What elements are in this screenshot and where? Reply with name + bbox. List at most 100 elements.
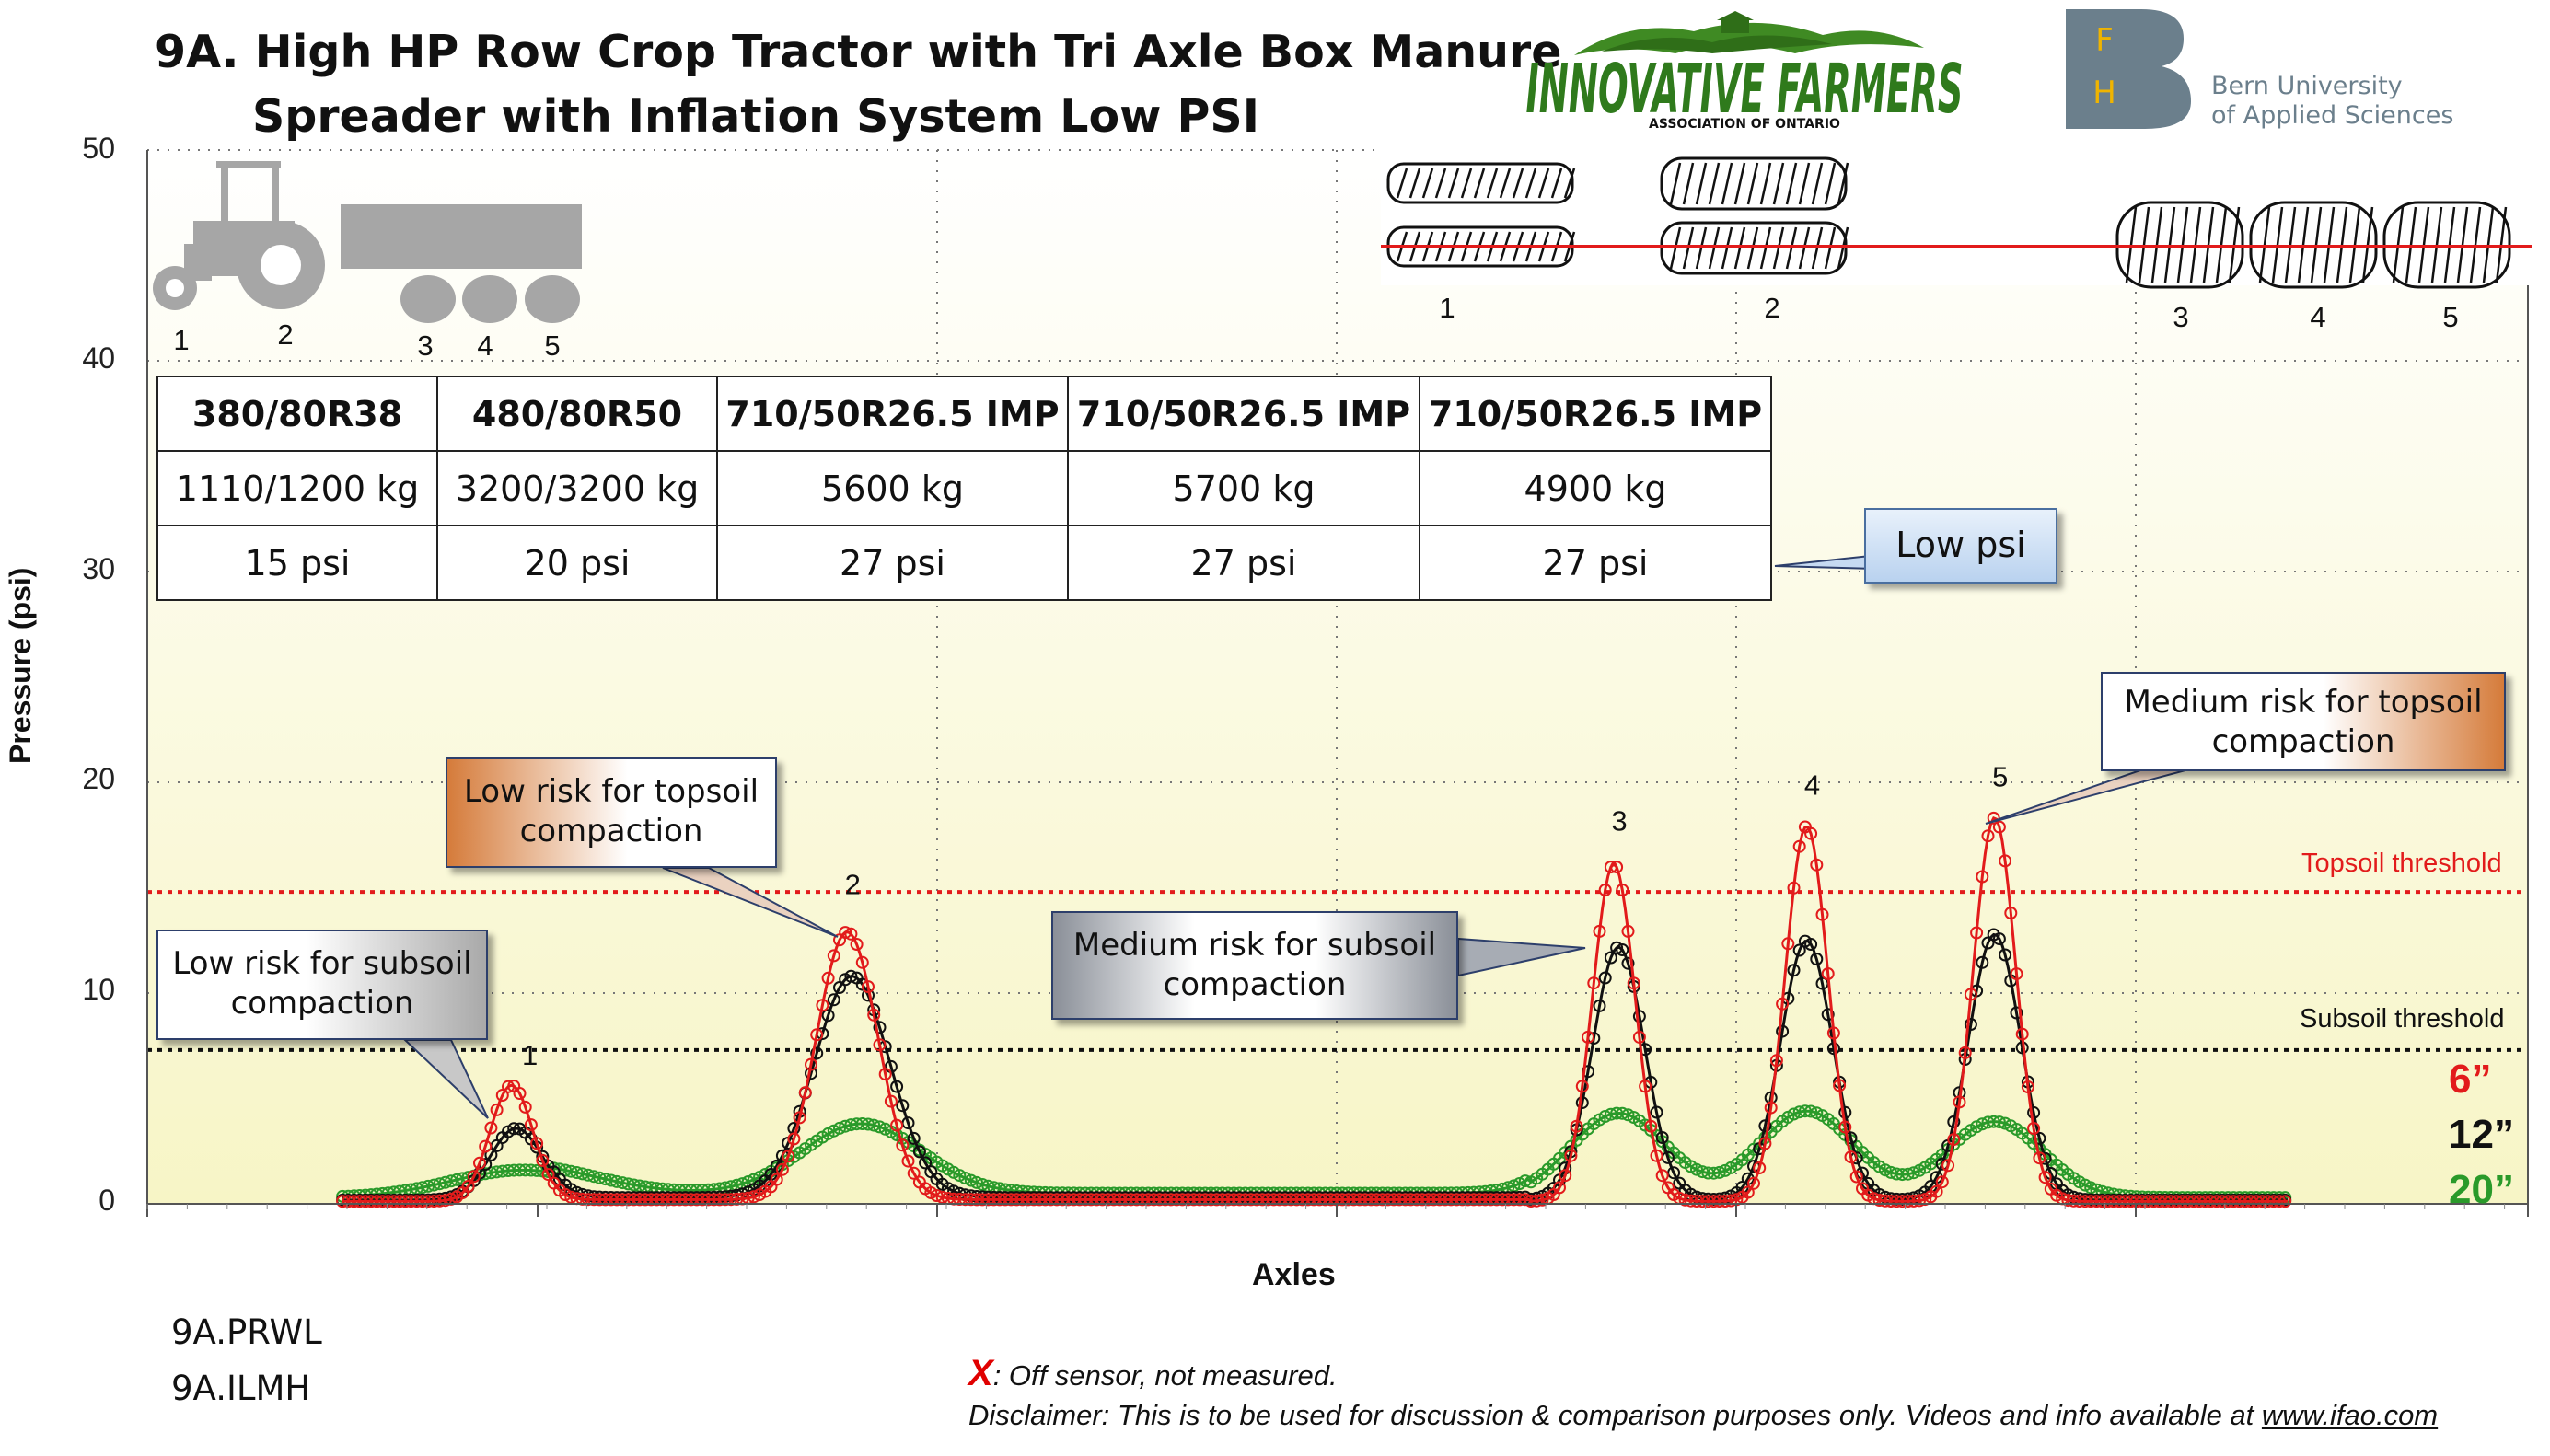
- tread-bar: [1746, 162, 1759, 205]
- tread-bar: [1811, 162, 1824, 205]
- series-point: [587, 1170, 601, 1184]
- ifao-link[interactable]: www.ifao.com: [2261, 1399, 2439, 1431]
- callout-line: compaction: [519, 813, 703, 849]
- low-topsoil-risk-callout: Low risk for topsoil compaction: [446, 757, 777, 868]
- series-point: [810, 1028, 824, 1042]
- series-point: [2038, 1171, 2052, 1184]
- series-point: [1958, 1046, 1972, 1059]
- footprint-axle-label: 1: [1439, 292, 1455, 324]
- callout-line: compaction: [1163, 966, 1347, 1003]
- series-point: [1582, 1065, 1594, 1079]
- series-point: [1838, 1120, 1852, 1134]
- series-point: [530, 1137, 544, 1150]
- footprint-axle-label: 4: [2310, 301, 2325, 333]
- tread-bar: [1721, 162, 1733, 205]
- series-point: [1787, 964, 1801, 977]
- series-point: [2027, 1105, 2041, 1119]
- tread-bar: [1759, 162, 1772, 205]
- tractor-axle-label: 2: [277, 318, 293, 351]
- series-point: [1999, 1116, 2012, 1130]
- series-point: [1976, 955, 1989, 969]
- series-point: [1821, 1008, 1835, 1022]
- series-point: [1844, 1131, 1858, 1145]
- series-point: [1833, 1079, 1847, 1092]
- tire-size-row: 380/80R38 480/80R50 710/50R26.5 IMP 710/…: [156, 376, 1772, 452]
- series-point: [1826, 1026, 1840, 1040]
- series-point: [1690, 1162, 1703, 1176]
- series-point: [821, 1009, 835, 1023]
- series-point: [1999, 948, 2012, 962]
- series-point: [1781, 937, 1795, 951]
- series-point: [1570, 1119, 1583, 1133]
- series-point: [1810, 953, 1824, 965]
- series-point: [1947, 1115, 1961, 1128]
- tread-bar: [1563, 168, 1576, 199]
- series-point: [1907, 1166, 1920, 1180]
- series-point: [798, 1086, 812, 1100]
- series-point: [1553, 1181, 1566, 1195]
- series-point: [1650, 1105, 1663, 1119]
- series-point: [1849, 1170, 1863, 1184]
- callout-pointers: [402, 550, 2210, 1119]
- series-point: [1787, 881, 1801, 895]
- threshold-lines: [147, 890, 2528, 1052]
- series-point: [581, 1168, 595, 1182]
- series-point: [1804, 938, 1818, 951]
- series-point: [867, 1118, 881, 1132]
- tractor-spreader-diagram: 1 2 3 4 5: [153, 161, 582, 362]
- series-point: [821, 971, 835, 985]
- series-point: [1575, 1096, 1589, 1110]
- series-point: [1639, 1080, 1652, 1093]
- x-axis-title: Axles: [1252, 1257, 1336, 1292]
- series-point: [1575, 1080, 1589, 1093]
- series-point: [593, 1171, 607, 1184]
- series-point: [422, 1179, 435, 1193]
- series-point: [1953, 1095, 1966, 1109]
- series-point: [793, 1111, 806, 1125]
- series-point: [2033, 1131, 2046, 1145]
- callout-line: compaction: [230, 985, 414, 1022]
- series-point: [964, 1173, 978, 1187]
- series-point: [438, 1194, 452, 1208]
- callout-line: Low risk for topsoil: [463, 773, 759, 810]
- series-point: [1741, 1185, 1755, 1199]
- legend-20-inch: 20”: [2449, 1167, 2514, 1212]
- tread-bar: [1733, 162, 1746, 205]
- series-point: [484, 1148, 498, 1161]
- series-line: [342, 816, 2289, 1203]
- tread-bar: [1682, 162, 1695, 205]
- series-point: [1913, 1194, 1926, 1208]
- series-point: [862, 980, 875, 994]
- pressure-cell: 27 psi: [1067, 525, 1420, 601]
- series-point: [1712, 1165, 1726, 1179]
- tread-bar: [1447, 168, 1460, 199]
- footprint-axle-label: 3: [2173, 301, 2188, 333]
- series-point: [1753, 1161, 1767, 1174]
- series-point: [890, 1118, 904, 1132]
- series-point: [2273, 1195, 2286, 1208]
- load-cell: 5700 kg: [1067, 450, 1420, 526]
- series-point: [2015, 1027, 2029, 1041]
- series-point: [536, 1153, 550, 1167]
- tread-bar: [1408, 168, 1421, 199]
- series-point: [884, 1094, 898, 1108]
- tread-bar: [1396, 168, 1408, 199]
- series-point: [919, 1156, 933, 1170]
- y-tick-label: 0: [99, 1184, 115, 1217]
- tread-bar: [1460, 168, 1473, 199]
- y-tick-label: 40: [82, 341, 115, 375]
- tire-size-cell: 480/80R50: [436, 376, 718, 452]
- series-point: [976, 1178, 990, 1191]
- series-point: [775, 1162, 789, 1176]
- series-point: [1593, 924, 1606, 938]
- series-point: [805, 1057, 817, 1071]
- peak-label: 1: [522, 1039, 538, 1071]
- load-cell: 5600 kg: [716, 450, 1069, 526]
- chart-title: 9A. High HP Row Crop Tractor with Tri Ax…: [155, 20, 1561, 149]
- bern-letter-h: H: [2092, 75, 2116, 111]
- off-sensor-mark: X: [968, 1353, 993, 1393]
- callout-line: Medium risk for subsoil: [1072, 927, 1437, 964]
- tractor-axle-label: 1: [173, 324, 189, 356]
- series-point: [1947, 1133, 1961, 1147]
- tire-footprint: [1386, 162, 1576, 204]
